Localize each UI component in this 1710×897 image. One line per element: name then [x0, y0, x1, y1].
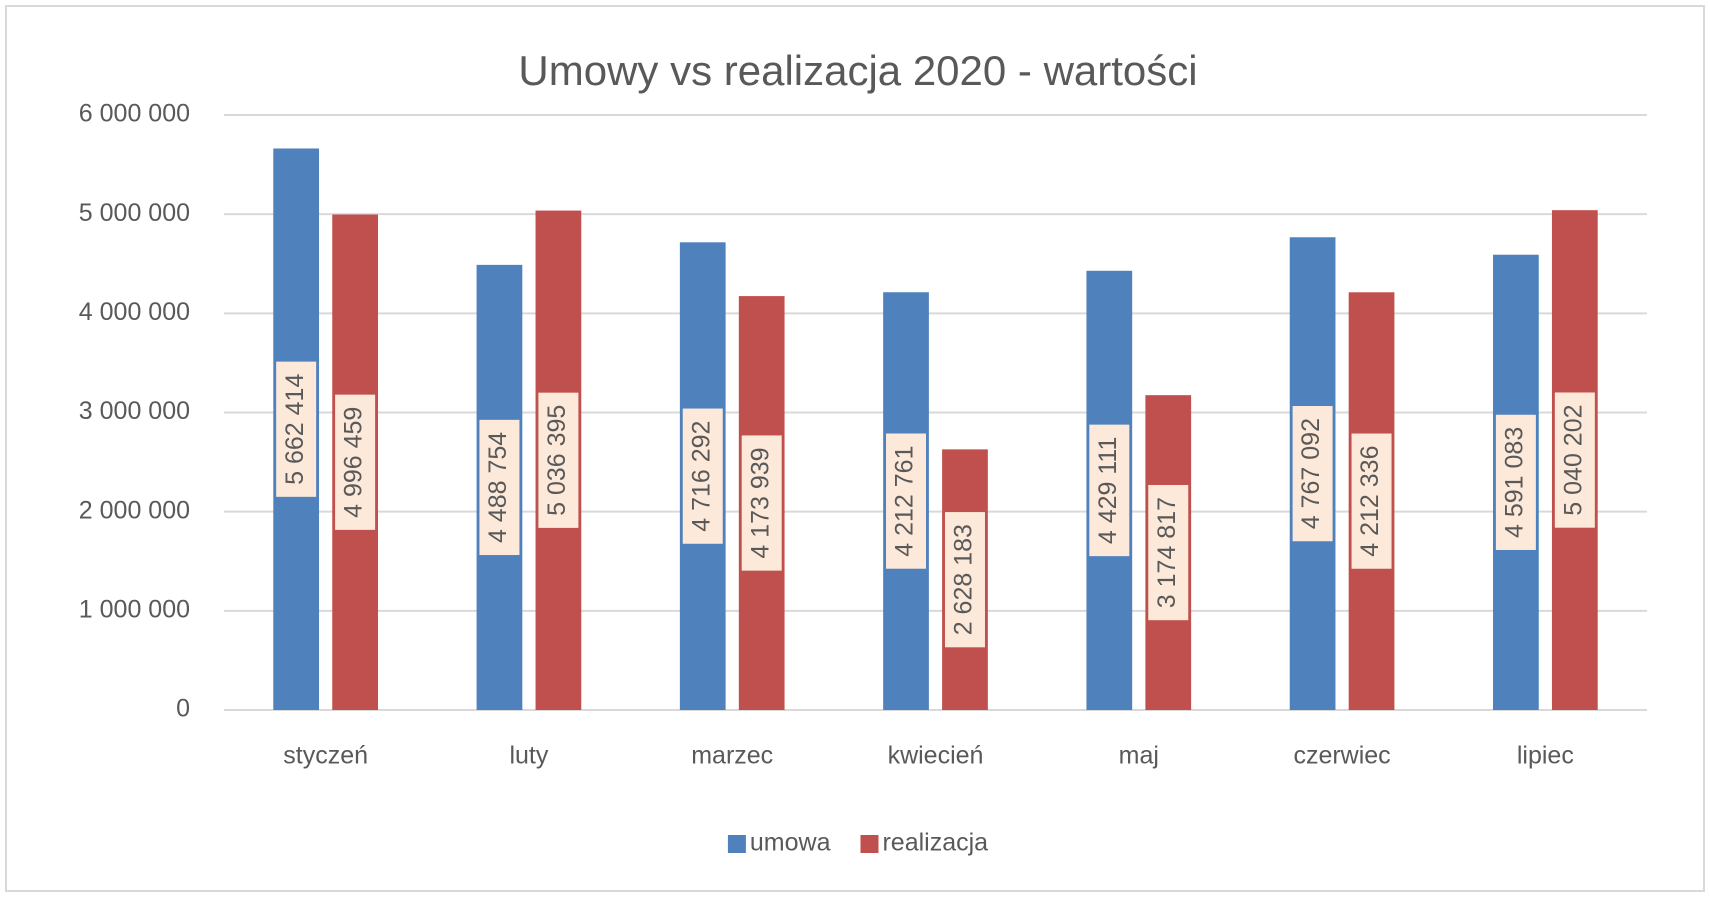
- data-label: 5 036 395: [543, 405, 571, 516]
- y-tick-label: 2 000 000: [79, 496, 190, 524]
- x-tick-label: marzec: [691, 742, 773, 770]
- data-label-box: [1089, 424, 1130, 557]
- legend-swatch: [860, 835, 879, 853]
- data-label-box: [886, 433, 927, 569]
- data-label: 4 767 092: [1297, 418, 1325, 529]
- x-tick-label: maj: [1119, 742, 1159, 770]
- data-label-box: [1554, 392, 1595, 528]
- data-label: 4 591 083: [1500, 427, 1528, 538]
- data-label-box: [741, 435, 782, 571]
- data-label-box: [682, 408, 723, 544]
- data-label: 4 488 754: [484, 432, 512, 543]
- x-tick-label: luty: [509, 742, 548, 770]
- data-label-box: [1292, 406, 1333, 542]
- data-label: 5 040 202: [1559, 404, 1587, 515]
- data-label: 4 716 292: [687, 421, 715, 532]
- y-tick-label: 0: [176, 695, 190, 723]
- y-tick-label: 4 000 000: [79, 298, 190, 326]
- legend-swatch: [727, 835, 746, 853]
- x-tick-label: kwiecień: [888, 742, 984, 770]
- data-label-box: [1148, 484, 1189, 621]
- data-label-box: [479, 419, 520, 556]
- x-tick-label: czerwiec: [1293, 742, 1390, 770]
- data-label-box: [276, 361, 317, 497]
- data-label-box: [1495, 414, 1536, 550]
- data-label: 4 996 459: [340, 407, 368, 518]
- chart-border: [5, 5, 1705, 892]
- data-label: 4 429 111: [1094, 437, 1122, 545]
- y-tick-label: 3 000 000: [79, 397, 190, 425]
- data-label: 4 212 336: [1356, 446, 1384, 557]
- data-label-box: [944, 512, 985, 648]
- data-label: 4 212 761: [891, 446, 919, 557]
- data-label-box: [1351, 433, 1392, 569]
- y-tick-label: 5 000 000: [79, 199, 190, 227]
- chart-title: Umowy vs realizacja 2020 - wartości: [518, 47, 1197, 94]
- data-label: 5 662 414: [281, 374, 309, 485]
- x-tick-label: lipiec: [1517, 742, 1574, 770]
- x-tick-label: styczeń: [283, 742, 368, 770]
- data-label-box: [335, 394, 376, 530]
- data-label: 2 628 183: [950, 524, 978, 635]
- data-label-box: [538, 392, 579, 528]
- data-label: 3 174 817: [1153, 497, 1181, 608]
- y-tick-label: 1 000 000: [79, 595, 190, 623]
- y-tick-label: 6 000 000: [79, 100, 190, 128]
- data-label: 4 173 939: [746, 447, 774, 558]
- legend-label: umowa: [750, 829, 831, 857]
- legend-label: realizacja: [882, 829, 988, 857]
